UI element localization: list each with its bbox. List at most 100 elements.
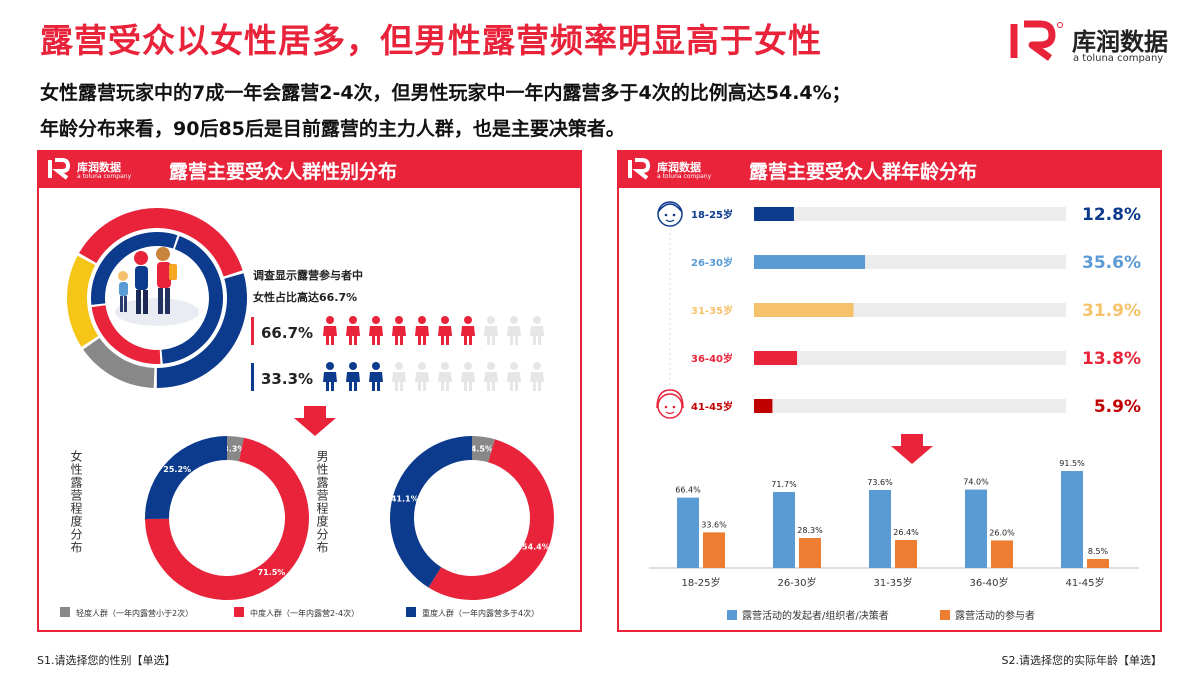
down-arrow-icon <box>294 406 336 436</box>
male-person-icon <box>346 362 360 391</box>
legend-swatch-medium <box>234 607 244 617</box>
legend-label-heavy: 重度人群（一年内露营多于4次） <box>422 608 539 618</box>
age-distribution-bars: 18-25岁 12.8% 26-30岁 35.6% 31-35岁 31.9% 36-40岁 1… <box>691 205 1141 417</box>
brand-mark-icon <box>48 158 71 180</box>
legend-swatch-participant <box>940 610 950 620</box>
male-pictogram-row <box>323 362 544 391</box>
role-bar-value-label: 26.4% <box>893 528 919 537</box>
initiator-bar <box>965 489 987 568</box>
gender-callout-line-2: 女性占比高达66.7% <box>253 290 357 304</box>
gender-panel-title: 露营主要受众人群性别分布 <box>169 161 398 183</box>
initiator-bar <box>677 497 699 568</box>
page-title: 露营受众以女性居多，但男性露营频率明显高于女性 <box>40 21 822 60</box>
legend-label-medium: 中度人群（一年内露营2-4次） <box>250 608 359 618</box>
legend-swatch-light <box>60 607 70 617</box>
age-category-label: 41-45岁 <box>691 400 733 413</box>
female-donut-slice-label: 71.5% <box>258 568 286 577</box>
ring-slice-female-b <box>156 273 247 388</box>
role-legend: 露营活动的发起者/组织者/决策者 露营活动的参与者 <box>727 609 1035 622</box>
male-pct-label: 33.3% <box>261 370 313 388</box>
male-marker <box>251 363 254 391</box>
role-bar-value-label: 28.3% <box>797 526 823 535</box>
legend-label-participant: 露营活动的参与者 <box>955 609 1035 622</box>
panel-brand-tagline: a toluna company <box>657 173 712 180</box>
female-pictogram-row <box>323 316 544 345</box>
female-marker <box>251 317 254 345</box>
female-donut-slice-0 <box>227 436 244 462</box>
subtitle-line-1: 女性露营玩家中的7成一年会露营2-4次，但男性玩家中一年内露营多于4次的比例高达… <box>40 82 851 104</box>
ring-slice-female-a <box>79 208 243 277</box>
role-bar-value-label: 33.6% <box>701 520 727 529</box>
gender-ring-chart <box>67 208 247 388</box>
role-category-label: 31-35岁 <box>873 576 912 589</box>
male-donut-slice-2 <box>390 436 472 588</box>
age-bar-track <box>754 399 1066 413</box>
gender-panel: 库润数据 a toluna company 露营主要受众人群性别分布 调查显示露… <box>37 150 582 632</box>
female-donut-slice-label: 3.3% <box>223 444 245 453</box>
female-person-icon <box>438 316 452 345</box>
inner-ring-slice-b <box>91 305 161 364</box>
age-value-label: 31.9% <box>1082 301 1141 321</box>
brand-mark-icon <box>1010 20 1063 61</box>
age-category-label: 36-40岁 <box>691 352 733 365</box>
older-face-icon <box>656 389 684 419</box>
participant-bar <box>991 540 1013 568</box>
young-face-icon <box>657 201 683 227</box>
age-bar <box>754 399 773 413</box>
subtitle-line-2: 年龄分布来看，90后85后是目前露营的主力人群，也是主要决策者。 <box>40 118 625 140</box>
legend-label-initiator: 露营活动的发起者/组织者/决策者 <box>742 609 889 622</box>
male-donut-slice-label: 4.5% <box>471 445 493 454</box>
initiator-bar <box>1061 471 1083 568</box>
female-donut-slice-2 <box>145 436 227 520</box>
male-donut-slice-0 <box>472 436 495 463</box>
footnote-left: S1.请选择您的性别【单选】 <box>37 654 176 667</box>
female-donut-slice-1 <box>145 437 309 600</box>
male-person-icon <box>392 362 406 391</box>
legend-swatch-heavy <box>406 607 416 617</box>
gender-callout-line-1: 调查显示露营参与者中 <box>253 268 363 282</box>
female-person-icon <box>415 316 429 345</box>
age-bar <box>754 255 866 269</box>
participant-bar <box>799 538 821 568</box>
role-bar-value-label: 73.6% <box>867 478 893 487</box>
role-category-label: 26-30岁 <box>777 576 816 589</box>
participant-bar <box>895 540 917 568</box>
male-chart-label: 男性露营程度分布 <box>315 450 329 554</box>
participant-bar <box>1087 558 1109 568</box>
role-bar-value-label: 91.5% <box>1059 459 1085 468</box>
male-donut-slice-label: 54.4% <box>522 543 550 552</box>
role-bar-value-label: 74.0% <box>963 478 989 487</box>
female-person-icon <box>392 316 406 345</box>
role-bar-value-label: 8.5% <box>1088 547 1109 556</box>
gender-charts: 调查显示露营参与者中 女性占比高达66.7% 66.7% 33.3% 女性露营程… <box>60 208 554 618</box>
male-person-icon <box>415 362 429 391</box>
role-category-label: 36-40岁 <box>969 576 1008 589</box>
female-chart-label: 女性露营程度分布 <box>69 449 83 554</box>
role-bar-value-label: 26.0% <box>989 528 1015 537</box>
panel-brand-name: 库润数据 <box>77 161 121 174</box>
role-category-label: 18-25岁 <box>681 576 720 589</box>
age-value-label: 13.8% <box>1082 349 1141 369</box>
down-arrow-icon <box>891 434 933 464</box>
initiator-bar <box>773 491 795 568</box>
footnote-right: S2.请选择您的实际年龄【单选】 <box>1001 654 1162 667</box>
age-bar <box>754 207 794 221</box>
ring-slice-male-a <box>83 338 155 388</box>
brand-name: 库润数据 <box>1072 28 1168 56</box>
male-frequency-donut: 4.5% 54.4% 41.1% <box>390 436 554 600</box>
age-panel-title: 露营主要受众人群年龄分布 <box>749 161 978 183</box>
age-charts: 18-25岁 12.8% 26-30岁 35.6% 31-35岁 31.9% 36-40岁 1… <box>649 201 1141 622</box>
panel-logo: 库润数据 a toluna company <box>627 158 727 182</box>
age-panel: 库润数据 a toluna company 露营主要受众人群年龄分布 18-25… <box>617 150 1162 632</box>
male-person-icon <box>369 362 383 391</box>
female-person-icon <box>346 316 360 345</box>
female-person-icon <box>507 316 521 345</box>
female-person-icon <box>530 316 544 345</box>
female-person-icon <box>323 316 337 345</box>
age-bar <box>754 351 798 365</box>
inner-ring-slice-a <box>161 235 224 364</box>
male-person-icon <box>484 362 498 391</box>
age-value-label: 35.6% <box>1082 253 1141 273</box>
female-frequency-donut: 3.3% 71.5% 25.2% <box>145 436 309 600</box>
female-person-icon <box>461 316 475 345</box>
